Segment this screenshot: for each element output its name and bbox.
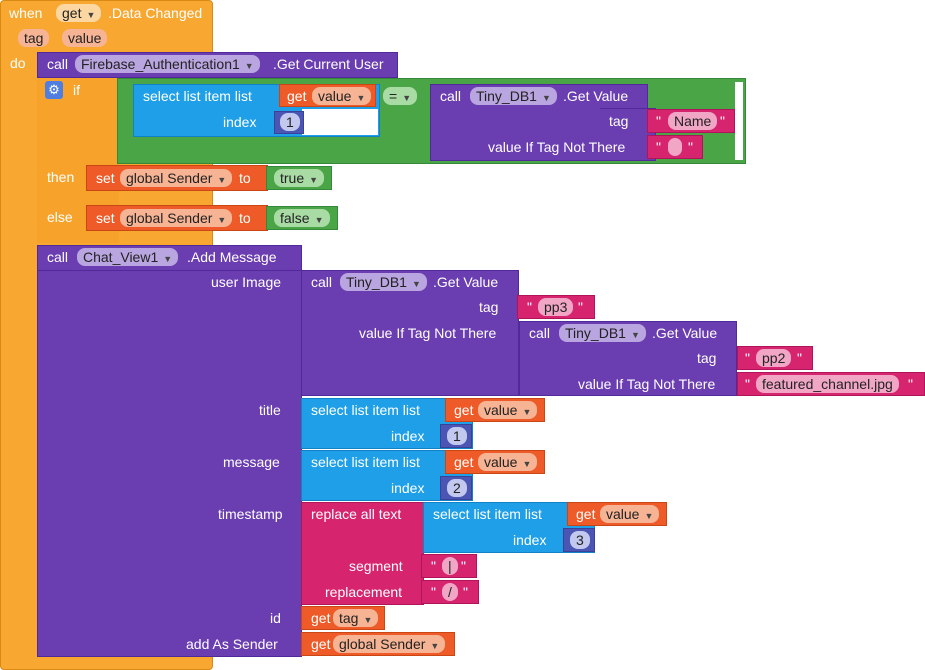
do-label: do [10, 55, 26, 71]
number-value[interactable]: 3 [570, 531, 590, 549]
false-dropdown[interactable]: false ▼ [274, 209, 330, 227]
if-label: if [73, 82, 80, 98]
set-var-dropdown[interactable]: global Sender ▼ [120, 169, 233, 187]
text-value-pp2[interactable]: pp2 [756, 349, 792, 367]
tag-label: tag [609, 113, 629, 129]
param-value[interactable]: value [62, 29, 108, 47]
auth-component-dropdown[interactable]: Firebase_Authentication1 ▼ [75, 55, 260, 73]
auth-method-label: .Get Current User [273, 56, 384, 72]
var-dropdown[interactable]: tag ▼ [333, 609, 379, 627]
index-label: index [223, 114, 257, 130]
gear-icon[interactable]: ⚙ [45, 81, 63, 99]
text-value-featured[interactable]: featured_channel.jpg [756, 375, 899, 393]
tinydb-dropdown[interactable]: Tiny_DB1 ▼ [470, 87, 557, 105]
text-value-name[interactable]: Name [668, 112, 718, 130]
chat-add-message-block[interactable] [37, 245, 302, 657]
tinydb-get-pp3-block[interactable] [301, 270, 519, 396]
equals-dropdown[interactable]: = ▼ [383, 87, 418, 105]
chat-component-dropdown[interactable]: Chat_View1 ▼ [77, 248, 179, 266]
param-tag[interactable]: tag [18, 29, 50, 47]
var-dropdown[interactable]: value ▼ [312, 87, 372, 105]
var-dropdown[interactable]: value ▼ [478, 401, 538, 419]
when-label: when [9, 5, 43, 21]
call-label: call [47, 56, 69, 72]
event-component-dropdown[interactable]: get ▼ [56, 4, 102, 22]
true-dropdown[interactable]: true ▼ [274, 169, 325, 187]
select-list-label: select list item list [143, 88, 252, 104]
number-value[interactable]: 2 [447, 479, 467, 497]
then-label: then [47, 169, 75, 185]
text-value-replacement[interactable]: / [442, 583, 458, 601]
tinydb-dropdown[interactable]: Tiny_DB1 ▼ [559, 324, 646, 342]
text-value-pp3[interactable]: pp3 [538, 298, 574, 316]
text-value-segment[interactable]: | [442, 557, 458, 575]
number-value[interactable]: 1 [280, 113, 300, 131]
number-value[interactable]: 1 [447, 427, 467, 445]
else-label: else [47, 209, 73, 225]
replace-all-text-block[interactable] [301, 502, 424, 605]
set-var-dropdown[interactable]: global Sender ▼ [120, 209, 233, 227]
var-dropdown[interactable]: value ▼ [600, 505, 660, 523]
text-value-empty[interactable] [668, 138, 682, 156]
var-dropdown[interactable]: value ▼ [478, 453, 538, 471]
var-dropdown[interactable]: global Sender ▼ [333, 635, 446, 653]
tinydb-dropdown[interactable]: Tiny_DB1 ▼ [340, 273, 427, 291]
event-name-label: .Data Changed [108, 5, 203, 21]
